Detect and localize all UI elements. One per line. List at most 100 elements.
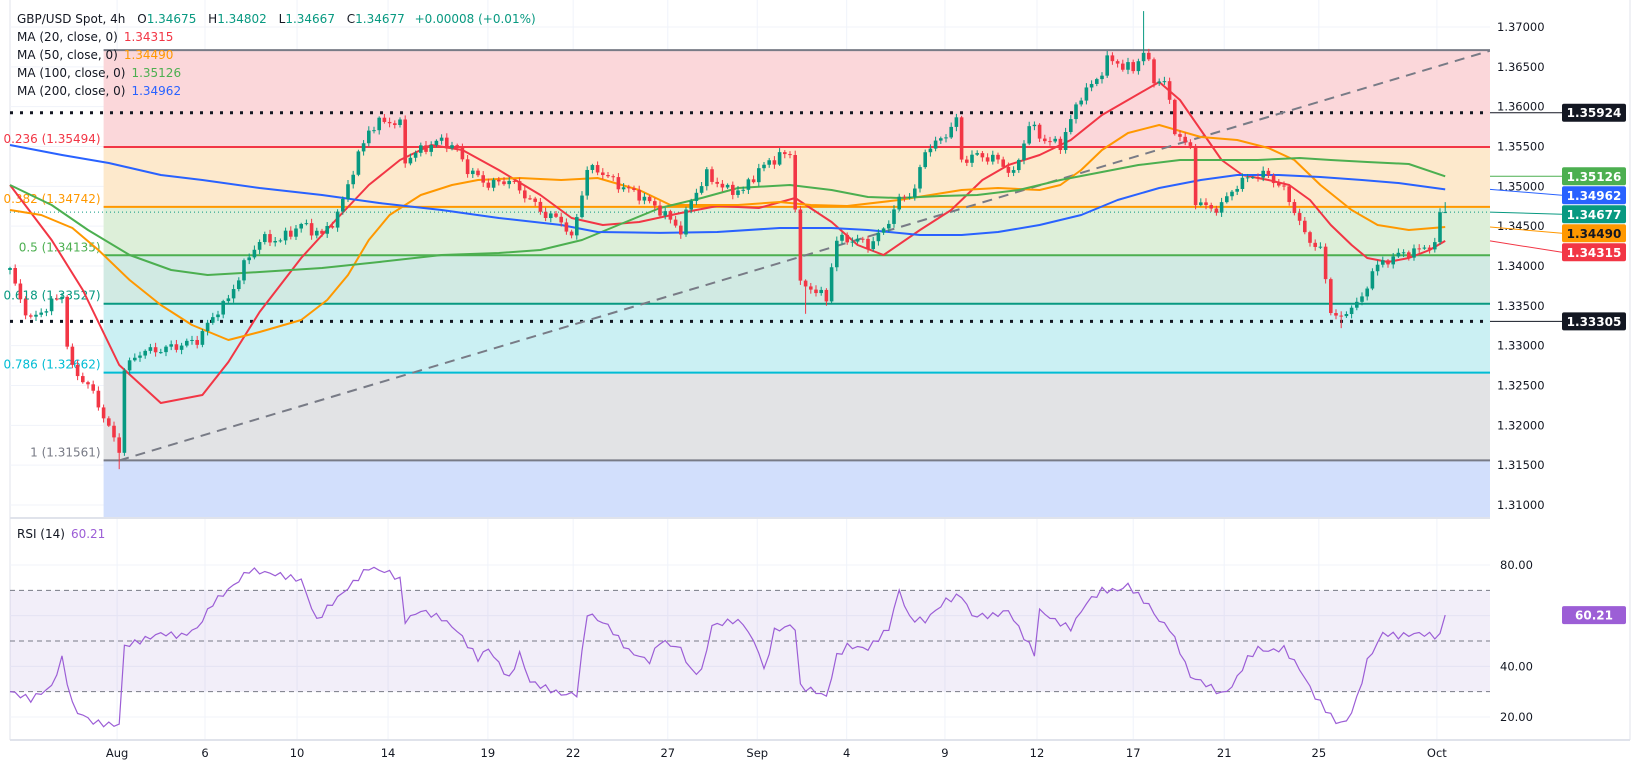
candle-body <box>1173 99 1177 135</box>
candle-body <box>1303 220 1307 233</box>
price-badge <box>1562 243 1626 262</box>
candle-body <box>1136 61 1141 72</box>
candle-body <box>55 298 59 300</box>
rsi-label: RSI (14) <box>17 527 65 541</box>
candle-body <box>335 211 340 228</box>
candle-body <box>876 232 881 242</box>
candle-body <box>1152 59 1156 84</box>
candle-body <box>751 179 756 183</box>
candle-body <box>944 137 948 139</box>
candle-body <box>543 211 548 219</box>
indicator-ma20[interactable]: MA (20, close, 0) 1.34315 <box>17 28 536 46</box>
candle-body <box>809 286 813 290</box>
fibonacci-retracement[interactable]: 0.236 (1.35494) 0.382 (1.34742) 0.5 (1.341… <box>3 49 1630 519</box>
candle-body <box>1282 185 1286 187</box>
candle-body <box>138 355 142 358</box>
candle-body <box>1266 170 1271 176</box>
trendline[interactable] <box>118 49 1493 462</box>
candle-body <box>621 187 626 190</box>
candle-body <box>559 216 563 223</box>
candle-body <box>1349 307 1354 315</box>
candle-body <box>523 190 527 199</box>
symbol-title[interactable]: GBP/USD Spot, 4h <box>17 12 126 26</box>
open-value: 1.34675 <box>146 12 197 26</box>
candle-body <box>481 175 485 183</box>
change-value: +0.00008 (+0.01%) <box>414 12 536 26</box>
candle-body <box>174 344 179 350</box>
candle-body <box>278 240 283 242</box>
candle-body <box>1271 175 1276 184</box>
candle-body <box>439 137 444 141</box>
candle-body <box>356 151 361 175</box>
rsi-badge <box>1562 606 1626 625</box>
candle-body <box>798 209 803 281</box>
candle-body <box>814 289 818 294</box>
candle-body <box>1396 252 1401 257</box>
candle-body <box>1006 166 1011 173</box>
candle-body <box>226 298 231 302</box>
horizontal-levels[interactable] <box>10 111 1490 323</box>
candle-body <box>413 152 418 158</box>
fib-zone-1 <box>103 460 1493 518</box>
price-badge-label: 1.33305 <box>1567 315 1622 329</box>
candle-body <box>736 190 740 195</box>
candle-body <box>517 181 522 191</box>
candle-body <box>939 138 943 141</box>
time-tick-label: 25 <box>1312 746 1327 760</box>
candle-body <box>1334 313 1338 316</box>
candle-body <box>1443 212 1447 214</box>
candle-body <box>465 159 470 175</box>
rsi-tick-label: 20.00 <box>1500 710 1533 724</box>
candle-body <box>133 357 137 361</box>
candle-body <box>450 145 454 149</box>
candle-body <box>606 175 610 177</box>
time-tick-label: 22 <box>566 746 581 760</box>
time-tick-label: Aug <box>106 746 128 760</box>
indicator-label: MA (200, close, 0) <box>17 84 126 98</box>
candle-body <box>1043 138 1047 142</box>
candle-body <box>434 140 439 146</box>
candle-body <box>299 223 303 229</box>
fib-label-0.5: 0.5 (1.34135) <box>19 240 101 254</box>
candle-body <box>195 339 199 345</box>
candle-body <box>1256 177 1260 179</box>
candle-body <box>777 152 782 165</box>
candle-body <box>382 117 387 122</box>
candle-body <box>897 196 901 210</box>
candle-body <box>699 186 704 193</box>
candle-body <box>611 176 615 178</box>
axes[interactable]: 1.37000 1.36500 1.36000 1.35500 1.35000 1.345… <box>10 0 1631 760</box>
candle-body <box>29 315 33 317</box>
indicator-ma50[interactable]: MA (50, close, 0) 1.34490 <box>17 46 536 64</box>
candle-body <box>1193 145 1198 206</box>
candle-body <box>824 289 829 302</box>
candle-body <box>1110 55 1115 62</box>
candle-body <box>200 331 205 345</box>
candle-body <box>476 170 480 176</box>
high-label: H <box>208 12 218 26</box>
candle-body <box>367 130 371 144</box>
candle-body <box>569 231 574 236</box>
indicator-value: 1.34490 <box>123 48 174 62</box>
indicator-ma100[interactable]: MA (100, close, 0) 1.35126 <box>17 64 536 82</box>
candle-body <box>762 164 766 169</box>
candle-body <box>112 425 116 438</box>
candle-body <box>1323 246 1328 280</box>
rsi-legend[interactable]: RSI (14) 60.21 <box>17 527 105 541</box>
candle-body <box>1157 81 1161 84</box>
rsi-badge-label: 60.21 <box>1575 609 1613 623</box>
candle-body <box>393 123 397 126</box>
indicator-ma200[interactable]: MA (200, close, 0) 1.34962 <box>17 82 536 100</box>
candle-body <box>1022 143 1026 160</box>
candle-body <box>257 242 262 250</box>
candle-body <box>585 169 589 196</box>
indicator-label: MA (50, close, 0) <box>17 48 118 62</box>
time-tick-label: Sep <box>746 746 768 760</box>
time-tick-label: 4 <box>843 746 850 760</box>
candle-body <box>91 384 95 391</box>
rsi-tick-label: 80.00 <box>1500 558 1533 572</box>
candle-body <box>1219 202 1224 213</box>
price-tick-label: 1.35500 <box>1497 140 1545 154</box>
low-value: 1.34667 <box>285 12 335 26</box>
